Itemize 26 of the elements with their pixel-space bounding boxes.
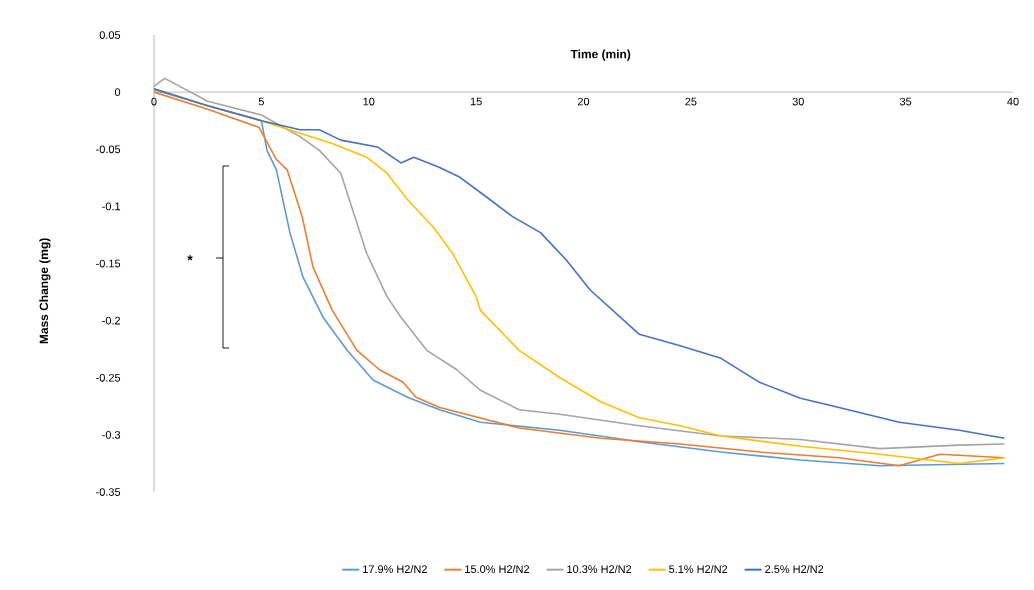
y-tick-label: -0.1 xyxy=(102,202,121,211)
x-axis-title: Time (min) xyxy=(570,49,631,61)
y-tick-label: -0.2 xyxy=(102,316,121,325)
x-tick-label: 40 xyxy=(1007,97,1019,106)
legend-label: 15.0% H2/N2 xyxy=(465,564,530,574)
x-tick-label: 10 xyxy=(363,97,375,106)
annotation: * xyxy=(187,255,193,261)
x-tick-label: 15 xyxy=(470,97,482,106)
x-tick-label: 30 xyxy=(792,97,804,106)
legend-label: 2.5% H2/N2 xyxy=(765,564,824,574)
x-tick-label: 20 xyxy=(577,97,590,106)
legend-label: 5.1% H2/N2 xyxy=(669,564,728,574)
y-tick-label: -0.25 xyxy=(96,373,121,382)
y-tick-label: -0.05 xyxy=(96,145,121,154)
y-tick-label: -0.15 xyxy=(96,259,121,268)
x-tick-label: 25 xyxy=(685,97,697,106)
x-tick-label: 0 xyxy=(151,97,157,106)
y-tick-label: -0.3 xyxy=(102,431,121,439)
y-tick-label: 0.05 xyxy=(99,31,121,39)
y-axis-title: Mass Change (mg) xyxy=(39,238,51,344)
y-tick-label: 0 xyxy=(114,88,121,97)
x-tick-label: 5 xyxy=(258,97,264,106)
y-tick-label: -0.35 xyxy=(96,488,121,496)
legend-label: 17.9% H2/N2 xyxy=(363,564,427,574)
x-tick-label: 35 xyxy=(899,97,912,106)
legend-label: 10.3% H2/N2 xyxy=(567,564,632,574)
